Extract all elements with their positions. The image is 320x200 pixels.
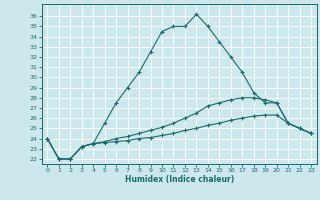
X-axis label: Humidex (Indice chaleur): Humidex (Indice chaleur): [124, 175, 234, 184]
